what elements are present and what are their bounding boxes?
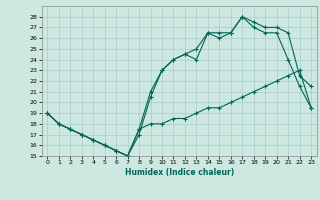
X-axis label: Humidex (Indice chaleur): Humidex (Indice chaleur) (124, 168, 234, 177)
